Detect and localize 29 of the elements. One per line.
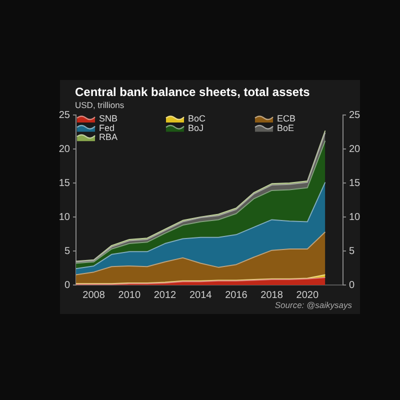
y-tick-label: 25 <box>58 110 70 121</box>
y-tick-label: 15 <box>58 178 70 189</box>
y-tick-label: 5 <box>64 246 70 257</box>
y-tick-label: 20 <box>58 144 70 155</box>
y2-tick-label: 10 <box>349 212 361 223</box>
legend-label: SNB <box>99 113 118 124</box>
y2-tick-label: 25 <box>349 110 361 121</box>
x-tick-label: 2016 <box>225 290 248 301</box>
legend-label: ECB <box>277 113 296 124</box>
chart-title: Central bank balance sheets, total assets <box>75 85 310 99</box>
y2-tick-label: 15 <box>349 178 361 189</box>
source-note: Source: @saikysays <box>274 300 352 310</box>
y2-tick-label: 0 <box>349 280 355 291</box>
y2-tick-label: 5 <box>349 246 355 257</box>
y-tick-label: 10 <box>58 212 70 223</box>
x-tick-label: 2014 <box>189 290 212 301</box>
x-tick-label: 2020 <box>296 290 319 301</box>
x-tick-label: 2010 <box>118 290 141 301</box>
legend-label: BoC <box>188 113 206 124</box>
x-tick-label: 2018 <box>260 290 284 301</box>
chart-subtitle: USD, trillions <box>75 100 124 110</box>
x-tick-label: 2008 <box>82 290 106 301</box>
legend-label: BoJ <box>188 122 204 133</box>
y-tick-label: 0 <box>64 280 70 291</box>
x-tick-label: 2012 <box>154 290 177 301</box>
legend-label: Fed <box>99 122 115 133</box>
legend-label: RBA <box>99 132 118 142</box>
legend-label: BoE <box>277 122 294 133</box>
y2-tick-label: 20 <box>349 144 361 155</box>
